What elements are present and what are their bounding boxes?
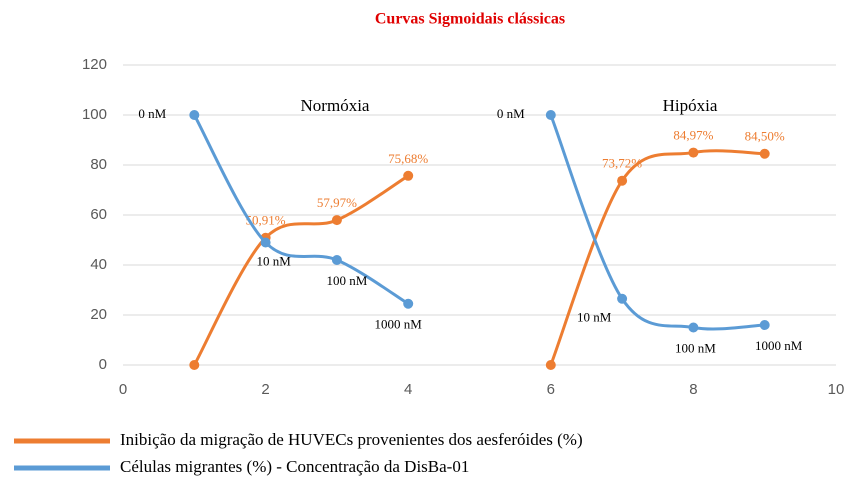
data-label: 50,91% <box>246 213 286 228</box>
point-label: 100 nM <box>326 273 367 288</box>
y-tick-label: 20 <box>90 306 107 323</box>
y-tick-label: 40 <box>90 256 107 273</box>
series-line <box>549 114 765 331</box>
data-point <box>617 293 628 304</box>
point-label: 10 nM <box>577 310 612 325</box>
data-label: 84,97% <box>673 128 713 143</box>
data-point <box>688 322 699 333</box>
chart-title: Curvas Sigmoidais clássicas <box>375 11 565 28</box>
data-label: 84,50% <box>745 129 785 144</box>
data-point <box>617 175 628 186</box>
point-label: 1000 nM <box>755 338 803 353</box>
data-label: 73,72% <box>602 156 642 171</box>
point-label: 0 nM <box>497 106 525 121</box>
legend-label: Células migrantes (%) - Concentração da … <box>120 457 469 476</box>
data-point <box>260 237 271 248</box>
data-point <box>545 110 556 120</box>
y-tick-label: 120 <box>82 56 107 73</box>
x-tick-label: 0 <box>119 381 127 398</box>
data-point <box>189 110 200 120</box>
data-label: 57,97% <box>317 195 357 210</box>
data-point <box>403 298 414 309</box>
x-tick-label: 4 <box>404 381 412 398</box>
data-point <box>545 360 556 370</box>
series-line <box>549 149 765 366</box>
data-point <box>759 148 770 159</box>
point-label: 10 nM <box>256 253 291 268</box>
data-label: 75,68% <box>388 151 428 166</box>
point-label: 0 nM <box>138 106 166 121</box>
data-point <box>189 360 200 370</box>
data-point <box>331 255 342 265</box>
x-tick-label: 10 <box>828 381 845 398</box>
x-tick-label: 2 <box>261 381 269 398</box>
y-tick-label: 0 <box>99 356 107 373</box>
annotation: Hipóxia <box>663 96 718 115</box>
data-point <box>759 320 770 330</box>
y-tick-label: 60 <box>90 206 107 223</box>
data-point <box>331 215 342 226</box>
y-tick-label: 100 <box>82 106 107 123</box>
point-label: 1000 nM <box>375 317 423 332</box>
data-point <box>688 147 699 158</box>
point-label: 100 nM <box>675 340 716 355</box>
y-tick-label: 80 <box>90 156 107 173</box>
x-tick-label: 8 <box>689 381 697 398</box>
annotation: Normóxia <box>301 96 370 115</box>
data-point <box>403 170 414 181</box>
x-tick-label: 6 <box>547 381 555 398</box>
series-line <box>192 174 409 366</box>
series-line <box>192 114 409 306</box>
legend-label: Inibição da migração de HUVECs provenien… <box>120 430 583 449</box>
